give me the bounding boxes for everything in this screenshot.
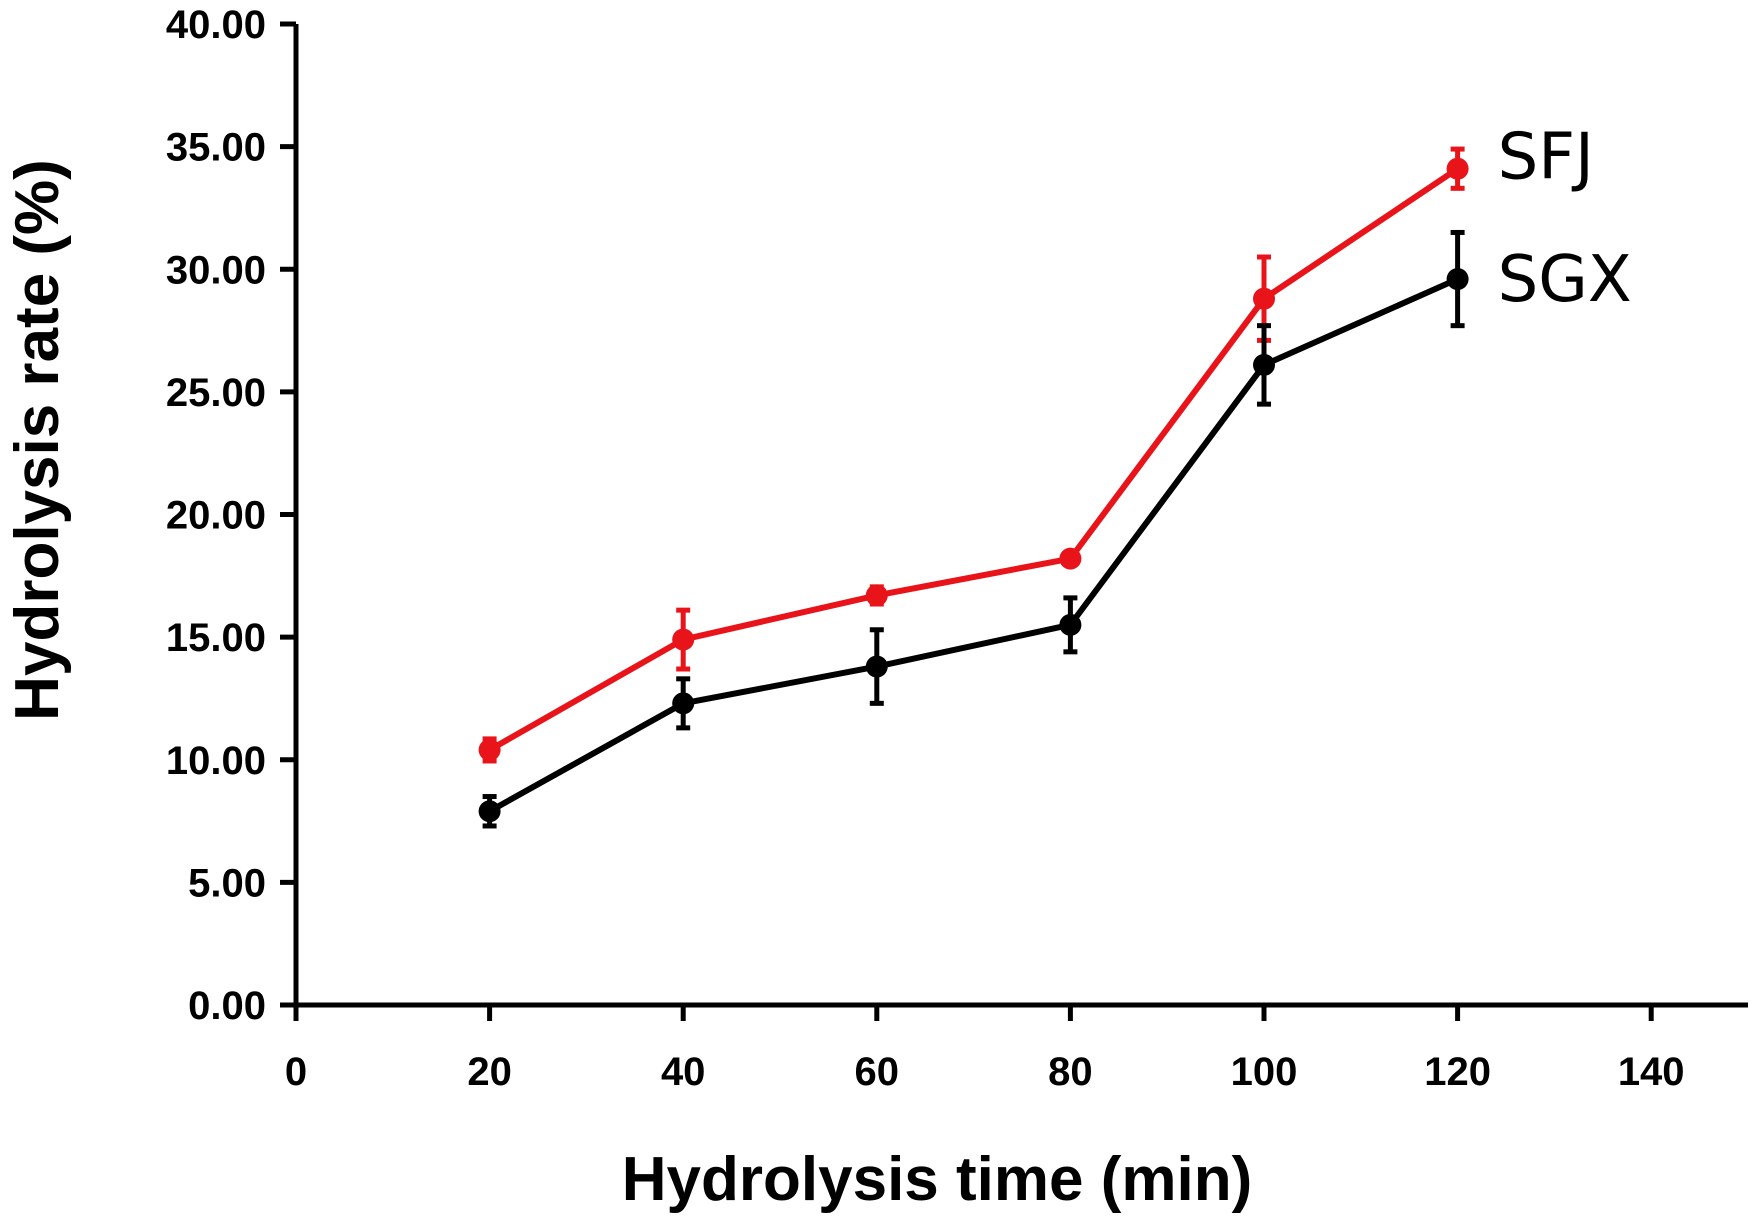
series-layer: SFJ SGX	[478, 121, 1632, 829]
y-tick-label: 40.00	[166, 3, 266, 47]
series-sfj: SFJ	[478, 121, 1594, 764]
y-tick-label: 10.00	[166, 739, 266, 783]
x-tick-label: 120	[1424, 1050, 1491, 1094]
y-tick-label: 5.00	[188, 861, 266, 905]
data-point-sfj	[1253, 287, 1275, 310]
y-tick-label: 15.00	[166, 616, 266, 660]
y-tick-label: 35.00	[166, 126, 266, 170]
x-tick-label: 140	[1618, 1050, 1685, 1094]
series-label-sgx: SGX	[1498, 243, 1632, 317]
data-point-sgx	[478, 800, 501, 823]
y-axis-title: Hydrolysis rate (%)	[3, 159, 72, 721]
data-point-sfj	[672, 628, 695, 651]
x-tick-label: 60	[855, 1050, 900, 1094]
x-axis-title: Hydrolysis time (min)	[622, 1145, 1252, 1214]
data-point-sgx	[1059, 613, 1082, 636]
y-axis-ticks: 0.00 5.00 10.00 15.00 20.00 25.00 30.00 35.00 40…	[166, 3, 296, 1028]
y-tick-label: 25.00	[166, 371, 266, 415]
y-tick-label: 30.00	[166, 248, 266, 292]
data-point-sgx	[1253, 353, 1275, 376]
data-point-sfj	[1446, 157, 1469, 180]
data-point-sgx	[1446, 268, 1469, 291]
data-point-sfj	[865, 584, 888, 607]
data-point-sgx	[672, 692, 695, 715]
data-point-sfj	[1059, 547, 1082, 570]
series-label-sfj: SFJ	[1498, 121, 1594, 195]
series-line-sgx	[488, 276, 1459, 814]
x-tick-label: 20	[467, 1050, 512, 1094]
x-tick-label: 100	[1231, 1050, 1298, 1094]
x-tick-label: 40	[661, 1050, 706, 1094]
x-tick-label: 0	[285, 1050, 307, 1094]
x-axis-ticks: 0 20 40 60 80 100 120 140	[285, 1005, 1685, 1094]
data-point-sgx	[865, 655, 888, 678]
y-tick-label: 0.00	[188, 984, 266, 1028]
series-sgx: SGX	[478, 229, 1632, 829]
y-tick-label: 20.00	[166, 494, 266, 538]
series-line-sfj	[488, 166, 1460, 753]
x-tick-label: 80	[1048, 1050, 1093, 1094]
data-point-sfj	[478, 738, 501, 761]
